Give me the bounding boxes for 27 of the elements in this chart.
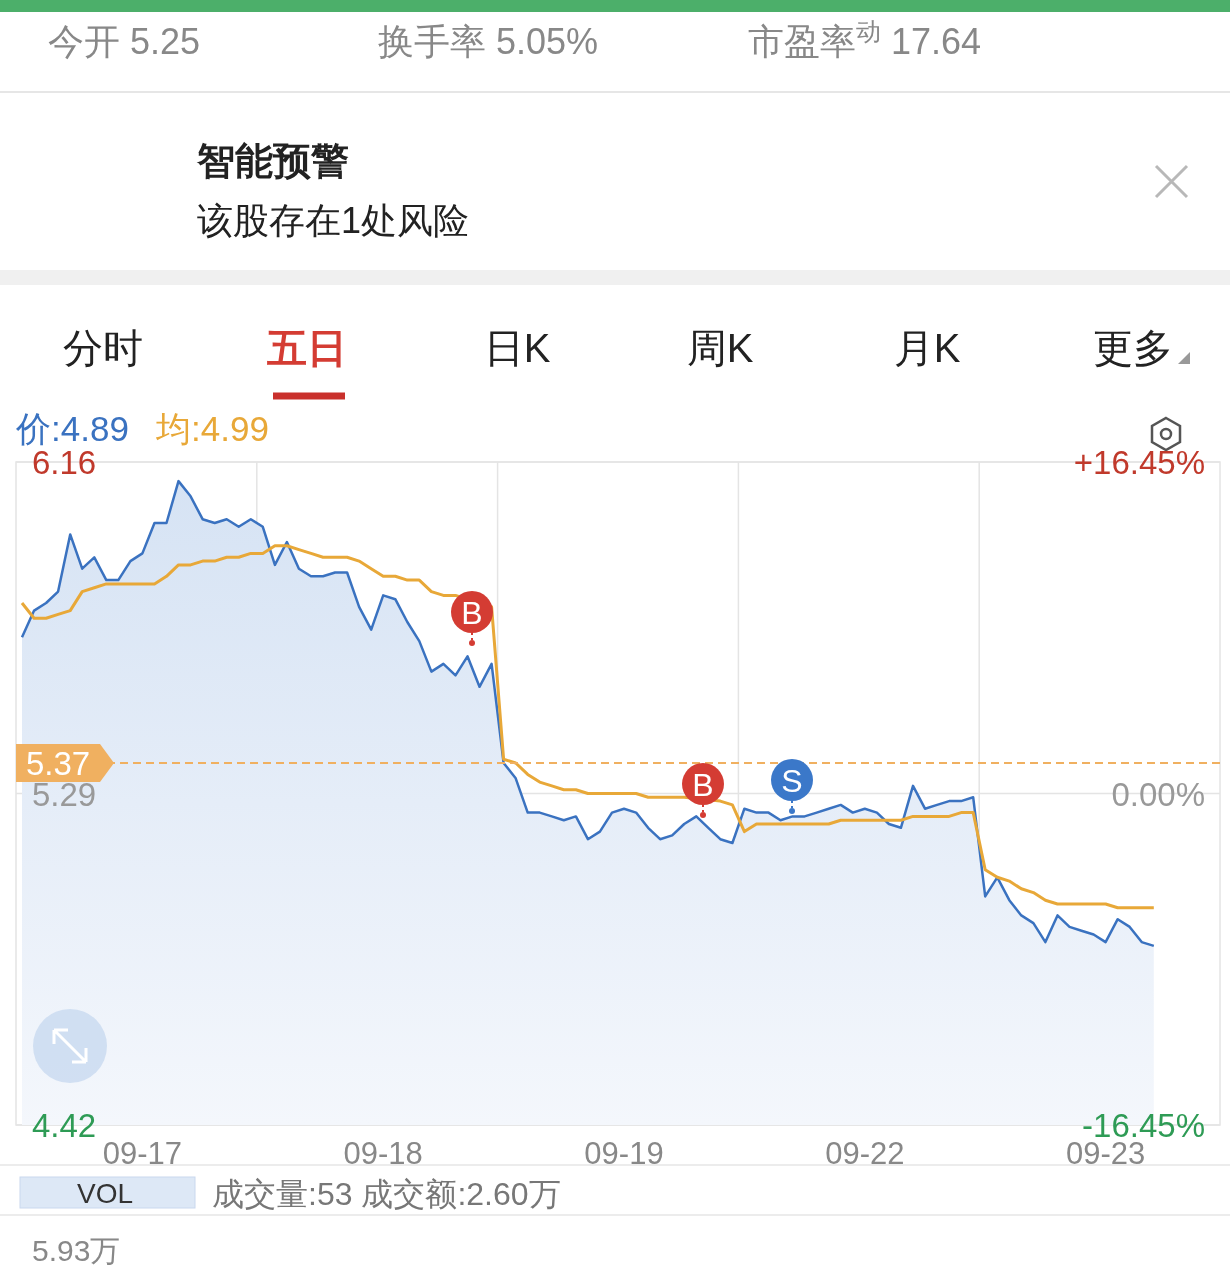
series-label: 价:4.89	[15, 409, 129, 448]
text: 周K	[686, 326, 754, 370]
text: 该股存在1处风险	[197, 200, 470, 241]
text: 成交量:53 成交额:2.60万	[212, 1176, 561, 1212]
text: VOL	[76, 1178, 134, 1209]
annotation: B	[692, 767, 714, 803]
x-tick-label: 09-23	[1065, 1136, 1146, 1171]
text: 更多	[1093, 326, 1173, 370]
x-tick-label: 09-18	[343, 1136, 423, 1171]
y-tick-label: 4.42	[32, 1107, 97, 1144]
text: 今开 5.25	[48, 21, 201, 62]
text: 智能预警	[196, 140, 349, 182]
x-tick-label: 09-19	[584, 1136, 664, 1171]
text: 5.93万	[32, 1234, 121, 1267]
y2-tick-label: 0.00%	[1111, 775, 1205, 813]
x-tick-label: 09-22	[825, 1136, 905, 1171]
text: 市盈率$^{动}$ 17.64	[748, 17, 982, 62]
text: 均:4.99	[155, 409, 269, 448]
text: 分时	[63, 326, 143, 370]
x-tick-label: 09-17	[102, 1136, 183, 1171]
annotation: S	[781, 763, 803, 799]
text: 五日	[266, 326, 347, 370]
y2-tick-label: +16.45%	[1073, 444, 1205, 481]
text: 换手率 5.05%	[378, 21, 599, 62]
text: 日K	[483, 326, 551, 370]
text: 月K	[893, 326, 961, 370]
annotation: B	[461, 595, 483, 631]
